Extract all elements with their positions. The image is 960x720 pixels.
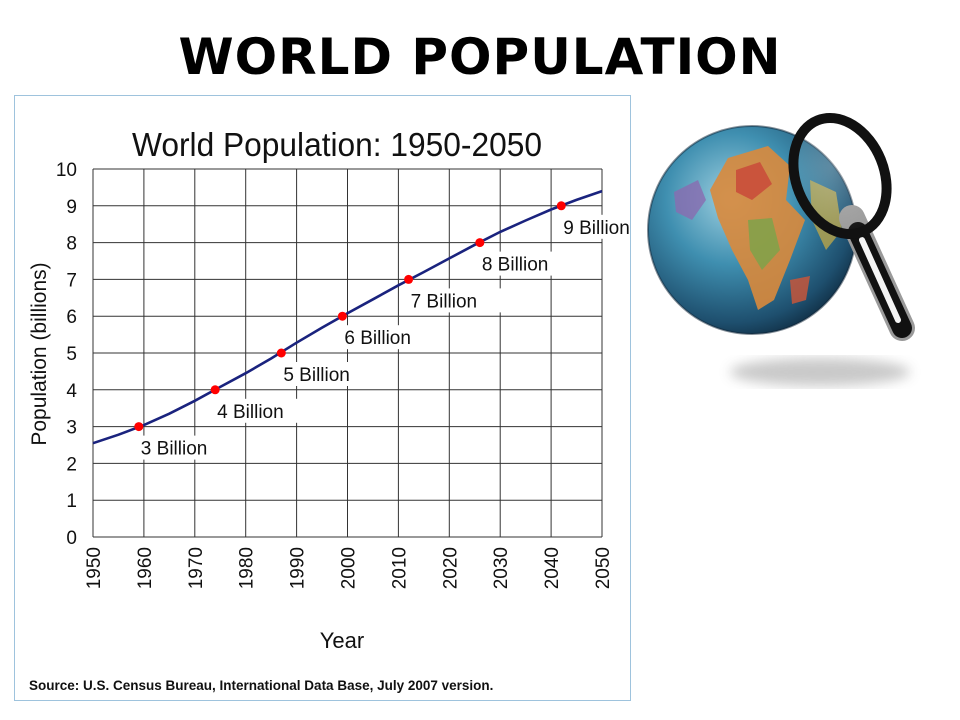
milestone-label-bg bbox=[479, 251, 578, 276]
milestone-label: 3 Billion bbox=[141, 439, 208, 460]
chart-series bbox=[92, 189, 603, 445]
milestone-point bbox=[134, 422, 144, 432]
y-tick-label: 6 bbox=[66, 307, 77, 328]
x-axis-label: Year bbox=[320, 628, 364, 653]
milestone-label-bg bbox=[281, 362, 380, 386]
x-tick-label: 1980 bbox=[237, 547, 258, 589]
milestone-point bbox=[556, 201, 566, 211]
milestone-label: 5 Billion bbox=[283, 365, 350, 386]
x-tick-label: 2030 bbox=[491, 547, 512, 589]
x-tick-label: 2000 bbox=[339, 547, 360, 589]
x-tick-label: 2040 bbox=[542, 547, 563, 589]
y-tick-label: 3 bbox=[66, 418, 77, 439]
x-axis-ticks: 1950 1960 1970 1980 1990 2000 2010 2020 2030 2040… bbox=[84, 547, 614, 589]
x-tick-label: 1960 bbox=[135, 547, 156, 589]
milestone-label-bg bbox=[561, 214, 630, 239]
x-tick-label: 1950 bbox=[84, 547, 105, 589]
x-tick-label: 1970 bbox=[186, 547, 207, 589]
chart-frame: World Population: 1950-2050 0 1 2 3 4 5 6 7 8 9 10… bbox=[14, 95, 631, 701]
y-tick-label: 2 bbox=[66, 454, 77, 475]
milestone-label-bg bbox=[342, 325, 441, 350]
y-axis-ticks: 0 1 2 3 4 5 6 7 8 9 10 bbox=[56, 160, 78, 549]
milestone-label-bg bbox=[408, 288, 507, 313]
y-tick-label: 4 bbox=[66, 381, 77, 402]
milestone-point bbox=[337, 311, 347, 321]
y-tick-label: 7 bbox=[66, 270, 77, 291]
x-tick-label: 2010 bbox=[389, 547, 410, 589]
milestone-label: 9 Billion bbox=[563, 218, 630, 239]
y-tick-label: 9 bbox=[66, 197, 77, 218]
population-series-line-0 bbox=[92, 189, 603, 445]
x-tick-label: 2020 bbox=[440, 547, 461, 589]
slide-title: WORLD POPULATION bbox=[178, 28, 782, 86]
chart-grid bbox=[92, 168, 603, 538]
y-tick-label: 0 bbox=[66, 528, 77, 549]
y-tick-label: 5 bbox=[66, 344, 77, 365]
milestone-label: 7 Billion bbox=[411, 291, 478, 312]
y-tick-label: 10 bbox=[56, 160, 77, 181]
milestone-point bbox=[276, 348, 286, 358]
x-tick-label: 1990 bbox=[288, 547, 309, 589]
milestone-label: 6 Billion bbox=[344, 328, 411, 349]
source-note: Source: U.S. Census Bureau, Internationa… bbox=[29, 678, 493, 693]
milestone-point bbox=[210, 385, 220, 395]
y-tick-label: 1 bbox=[66, 491, 77, 512]
y-tick-label: 8 bbox=[66, 234, 77, 255]
milestone-label-bg bbox=[138, 435, 237, 460]
milestone-point bbox=[404, 274, 414, 284]
y-axis-label: Population (billions) bbox=[28, 262, 51, 445]
milestone-label: 8 Billion bbox=[482, 255, 549, 276]
milestone-point bbox=[475, 238, 485, 248]
milestone-label: 4 Billion bbox=[217, 402, 284, 423]
globe-with-magnifier-icon bbox=[640, 100, 940, 400]
chart-title: World Population: 1950-2050 bbox=[132, 126, 542, 163]
milestone-label-bg bbox=[215, 398, 313, 423]
population-line-chart: World Population: 1950-2050 0 1 2 3 4 5 6 7 8 9 10… bbox=[28, 126, 630, 693]
x-tick-label: 2050 bbox=[593, 547, 614, 589]
